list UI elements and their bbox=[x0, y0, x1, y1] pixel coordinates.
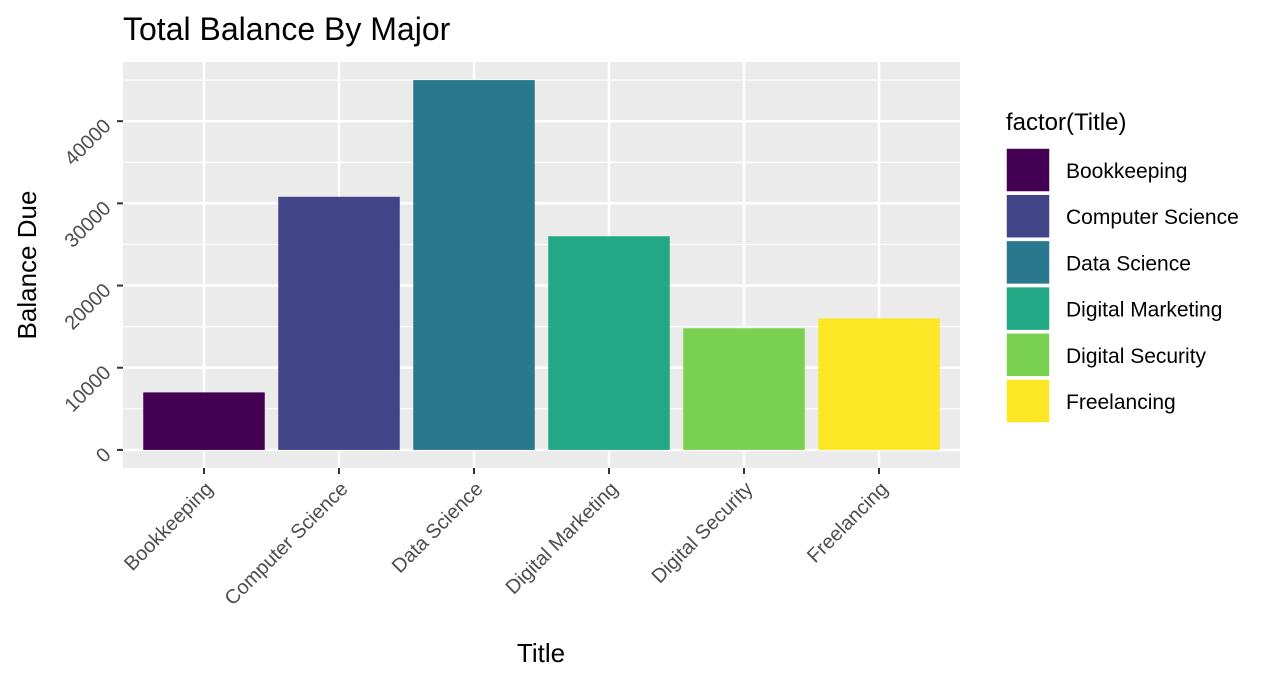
bars bbox=[143, 80, 940, 450]
x-tick-label: Bookkeeping bbox=[120, 478, 217, 575]
bar-digital-security bbox=[683, 328, 805, 450]
y-tick-label: 20000 bbox=[61, 280, 116, 335]
legend-title: factor(Title) bbox=[1006, 109, 1126, 136]
bar-freelancing bbox=[818, 318, 940, 450]
legend-key bbox=[1005, 147, 1051, 193]
bar-digital-marketing bbox=[548, 236, 670, 450]
legend: Bookkeeping Computer Science Data Science D… bbox=[1005, 147, 1239, 424]
bar-computer-science bbox=[278, 196, 400, 450]
x-tick-label: Data Science bbox=[388, 478, 488, 578]
bar-data-science bbox=[413, 80, 535, 450]
y-tick-label: 40000 bbox=[61, 115, 116, 170]
legend-label: Bookkeeping bbox=[1066, 160, 1187, 183]
legend-key bbox=[1005, 193, 1051, 239]
legend-key bbox=[1005, 378, 1051, 424]
chart-title: Total Balance By Major bbox=[123, 11, 451, 47]
y-axis: 0 10000 20000 30000 40000 bbox=[61, 115, 123, 467]
x-axis: Bookkeeping Computer Science Data Science D… bbox=[120, 468, 893, 610]
y-axis-title: Balance Due bbox=[12, 191, 42, 340]
legend-label: Digital Marketing bbox=[1066, 299, 1222, 322]
legend-label: Freelancing bbox=[1066, 391, 1176, 414]
y-tick-label: 30000 bbox=[61, 197, 116, 252]
legend-label: Computer Science bbox=[1066, 206, 1239, 229]
legend-label: Digital Security bbox=[1066, 345, 1207, 368]
legend-key bbox=[1005, 239, 1051, 286]
legend-label: Data Science bbox=[1066, 252, 1191, 275]
x-tick-label: Digital Security bbox=[648, 478, 758, 588]
legend-key bbox=[1005, 285, 1051, 332]
legend-key bbox=[1005, 332, 1051, 378]
x-tick-label: Digital Marketing bbox=[502, 478, 623, 599]
y-tick-label: 10000 bbox=[61, 362, 116, 417]
x-axis-title: Title bbox=[517, 638, 565, 668]
x-tick-label: Computer Science bbox=[221, 478, 353, 610]
y-tick-label: 0 bbox=[92, 444, 115, 467]
bar-bookkeeping bbox=[143, 392, 265, 450]
x-tick-label: Freelancing bbox=[803, 478, 892, 567]
